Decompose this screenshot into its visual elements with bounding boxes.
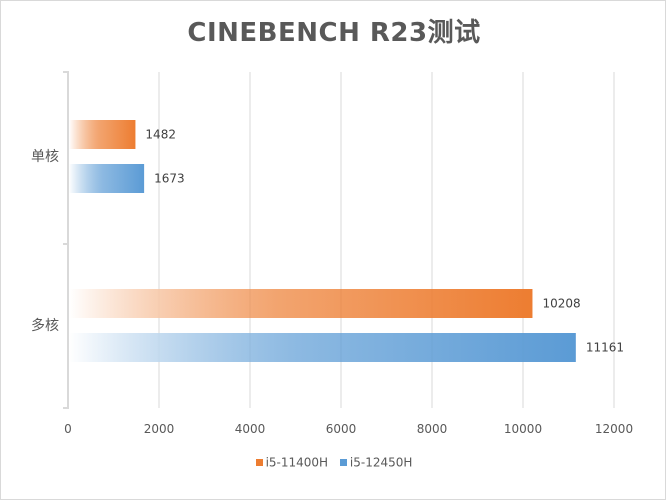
bar-1-1: [69, 120, 136, 149]
data-label: 1673: [154, 172, 185, 186]
data-label: 11161: [586, 341, 624, 355]
legend: i5-11400H i5-12450H: [0, 455, 668, 470]
legend-label-series-2: i5-12450H: [349, 455, 413, 470]
bar-1-2: [69, 289, 533, 318]
bar-2-2: [69, 333, 576, 362]
x-tick-label: 0: [64, 422, 72, 436]
x-tick-label: 2000: [144, 422, 175, 436]
data-label: 1482: [145, 128, 176, 142]
data-label: 10208: [542, 297, 580, 311]
chart-title: CINEBENCH R23测试: [187, 18, 481, 48]
bar-2-1: [69, 164, 145, 193]
legend-item-series-2: i5-12450H: [339, 455, 413, 470]
legend-swatch-series-2: [339, 459, 347, 466]
category-label: 单核: [31, 149, 59, 165]
x-tick-label: 4000: [235, 422, 266, 436]
legend-item-series-1: i5-11400H: [255, 455, 329, 470]
x-tick-label: 6000: [326, 422, 357, 436]
legend-swatch-series-1: [255, 459, 263, 466]
x-tick-label: 8000: [417, 422, 448, 436]
x-tick-label: 10000: [504, 422, 542, 436]
x-tick-label: 12000: [595, 422, 633, 436]
category-label: 多核: [31, 317, 59, 334]
legend-label-series-1: i5-11400H: [265, 455, 329, 470]
